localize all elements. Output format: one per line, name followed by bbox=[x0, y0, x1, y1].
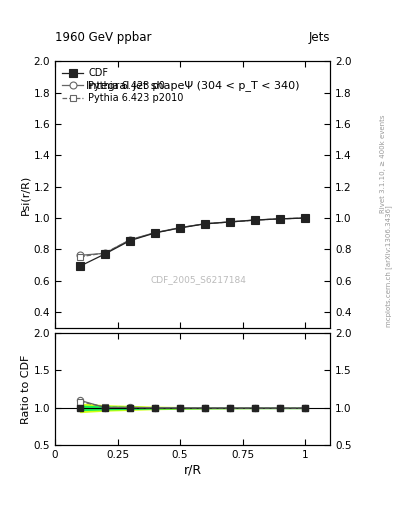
CDF bbox=[103, 251, 107, 257]
CDF bbox=[278, 216, 283, 222]
Pythia 6.423 p0 bbox=[178, 225, 182, 231]
CDF bbox=[253, 217, 257, 223]
Pythia 6.423 p2010 bbox=[253, 217, 257, 223]
Pythia 6.423 p2010 bbox=[278, 216, 283, 222]
CDF bbox=[228, 219, 232, 225]
Text: Rivet 3.1.10, ≥ 400k events: Rivet 3.1.10, ≥ 400k events bbox=[380, 115, 386, 213]
Legend: CDF, Pythia 6.423 p0, Pythia 6.423 p2010: CDF, Pythia 6.423 p0, Pythia 6.423 p2010 bbox=[60, 66, 185, 105]
Pythia 6.423 p0 bbox=[78, 252, 83, 259]
Pythia 6.423 p0 bbox=[153, 229, 158, 236]
Pythia 6.423 p2010 bbox=[103, 250, 107, 256]
Pythia 6.423 p0 bbox=[103, 250, 107, 257]
Pythia 6.423 p2010 bbox=[228, 219, 232, 225]
Pythia 6.423 p2010 bbox=[153, 230, 158, 236]
CDF bbox=[128, 238, 132, 244]
CDF bbox=[178, 225, 182, 231]
Pythia 6.423 p2010 bbox=[203, 221, 208, 227]
CDF bbox=[303, 215, 307, 221]
Pythia 6.423 p2010 bbox=[303, 215, 307, 221]
Line: CDF: CDF bbox=[76, 214, 309, 270]
Pythia 6.423 p0 bbox=[253, 217, 257, 223]
Text: mcplots.cern.ch [arXiv:1306.3436]: mcplots.cern.ch [arXiv:1306.3436] bbox=[386, 205, 393, 327]
Line: Pythia 6.423 p0: Pythia 6.423 p0 bbox=[77, 215, 309, 259]
Text: Jets: Jets bbox=[309, 31, 330, 44]
CDF bbox=[153, 230, 158, 236]
Text: 1960 GeV ppbar: 1960 GeV ppbar bbox=[55, 31, 152, 44]
Y-axis label: Ratio to CDF: Ratio to CDF bbox=[21, 354, 31, 424]
Y-axis label: Psi(r/R): Psi(r/R) bbox=[21, 175, 31, 215]
Pythia 6.423 p0 bbox=[303, 215, 307, 221]
Line: Pythia 6.423 p2010: Pythia 6.423 p2010 bbox=[77, 215, 309, 261]
Pythia 6.423 p2010 bbox=[178, 225, 182, 231]
Pythia 6.423 p2010 bbox=[128, 237, 132, 243]
Pythia 6.423 p2010 bbox=[78, 254, 83, 260]
Pythia 6.423 p0 bbox=[228, 219, 232, 225]
X-axis label: r/R: r/R bbox=[184, 463, 202, 476]
Text: Integral jet shapeΨ (304 < p_T < 340): Integral jet shapeΨ (304 < p_T < 340) bbox=[86, 80, 299, 91]
CDF bbox=[203, 221, 208, 227]
Pythia 6.423 p0 bbox=[203, 221, 208, 227]
Pythia 6.423 p0 bbox=[128, 237, 132, 243]
Pythia 6.423 p0 bbox=[278, 216, 283, 222]
CDF bbox=[78, 263, 83, 269]
Text: CDF_2005_S6217184: CDF_2005_S6217184 bbox=[150, 275, 246, 284]
